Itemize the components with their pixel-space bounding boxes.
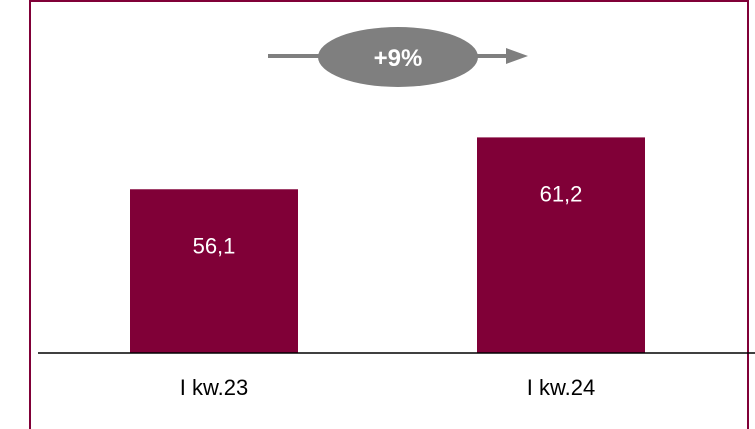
category-label-1: I kw.23: [180, 375, 248, 400]
growth-arrow-head-icon: [506, 48, 528, 64]
growth-label: +9%: [374, 45, 423, 72]
category-labels: I kw.23 I kw.24: [180, 375, 595, 400]
chart-frame: [29, 0, 749, 429]
bar-value-label-1: 56,1: [193, 233, 236, 258]
bars-group: 56,1 61,2: [130, 137, 645, 353]
bar-1: [130, 189, 298, 353]
growth-badge: [318, 27, 478, 87]
growth-annotation: +9%: [268, 27, 528, 87]
category-label-2: I kw.24: [527, 375, 595, 400]
bar-2: [477, 137, 645, 353]
bar-value-label-2: 61,2: [540, 181, 583, 206]
